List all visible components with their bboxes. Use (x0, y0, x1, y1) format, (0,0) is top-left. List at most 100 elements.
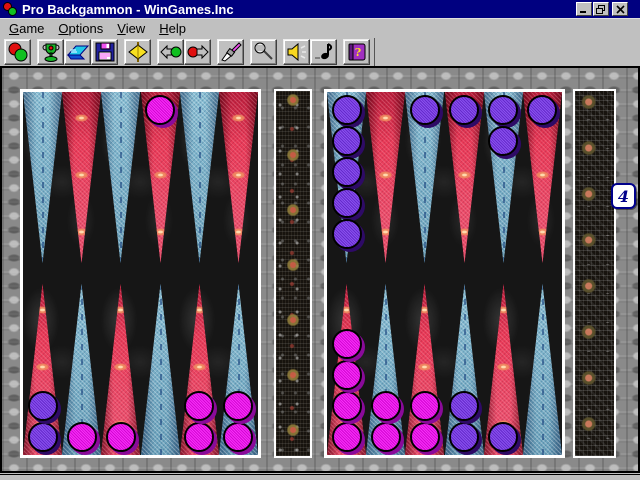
checker-purple[interactable] (331, 126, 362, 156)
restore-button[interactable] (593, 2, 609, 16)
quadrant-top_right (327, 92, 562, 270)
quadrant-top_left (23, 92, 258, 270)
menu-accel: H (159, 21, 169, 36)
minimize-icon (579, 5, 589, 14)
close-icon (615, 4, 625, 14)
checker-magenta[interactable] (105, 422, 136, 452)
checker-purple[interactable] (331, 157, 362, 187)
record-button[interactable] (250, 39, 277, 65)
scores-button[interactable] (37, 39, 64, 65)
new-game-button[interactable] (4, 39, 31, 65)
backgammon-board: 4 (0, 66, 640, 473)
redo-icon (186, 41, 210, 63)
menu-item-game[interactable]: Game (9, 21, 45, 36)
checker-purple[interactable] (27, 422, 58, 452)
point-top_left-3[interactable] (101, 92, 140, 263)
point-top_left-6[interactable] (219, 92, 258, 263)
roll-dice-button[interactable] (124, 39, 151, 65)
save-button[interactable] (91, 39, 118, 65)
speaker-icon (285, 41, 309, 63)
app-icon (3, 2, 18, 16)
quadrant-bottom_right (327, 277, 562, 455)
checker-magenta[interactable] (409, 391, 440, 421)
checker-purple[interactable] (488, 95, 519, 125)
undo-icon (159, 41, 183, 63)
menu-accel: O (58, 21, 69, 36)
checker-purple[interactable] (331, 219, 362, 249)
board-design-button[interactable] (217, 39, 244, 65)
board-left-interior (23, 92, 258, 455)
checker-magenta[interactable] (184, 422, 215, 452)
open-button[interactable] (64, 39, 91, 65)
point-top_right-2[interactable] (366, 92, 405, 263)
point-top_left-1[interactable] (23, 92, 62, 263)
music-button[interactable] (310, 39, 337, 65)
checker-magenta[interactable] (184, 391, 215, 421)
checker-magenta[interactable] (66, 422, 97, 452)
window-bottom-edge (0, 474, 640, 480)
menu-accel: G (9, 21, 20, 36)
checker-magenta[interactable] (370, 391, 401, 421)
checker-magenta[interactable] (331, 422, 362, 452)
spinner-icon (126, 41, 150, 63)
checker-magenta[interactable] (331, 360, 362, 390)
center-bar (274, 89, 312, 458)
board-left-half (20, 89, 261, 458)
green-checker-glyph (8, 7, 17, 16)
help-book-icon: ? (345, 41, 369, 63)
point-top_left-2[interactable] (62, 92, 101, 263)
toolbar: ? (0, 38, 640, 66)
checker-purple[interactable] (488, 126, 519, 156)
close-button[interactable] (612, 2, 628, 16)
checker-purple[interactable] (409, 95, 440, 125)
undo-move-button[interactable] (157, 39, 184, 65)
doubling-cube-value: 4 (617, 186, 630, 206)
board-right-half (324, 89, 565, 458)
checker-magenta[interactable] (223, 422, 254, 452)
red-checker-glyph (3, 2, 12, 11)
checker-magenta[interactable] (331, 391, 362, 421)
note-icon (312, 41, 336, 63)
open-icon (66, 41, 90, 63)
right-bar (573, 89, 616, 458)
menu-item-options[interactable]: Options (58, 21, 104, 36)
checker-purple[interactable] (449, 391, 480, 421)
menu-accel: V (117, 21, 126, 36)
quadrant-bottom_left (23, 277, 258, 455)
brush-icon (219, 41, 243, 63)
minimize-button[interactable] (576, 2, 592, 16)
redo-move-button[interactable] (184, 39, 211, 65)
checker-purple[interactable] (27, 391, 58, 421)
checker-magenta[interactable] (370, 422, 401, 452)
window-title: Pro Backgammon - WinGames.Inc (22, 2, 234, 17)
menu-item-help[interactable]: Help (159, 21, 186, 36)
trophy-icon (39, 41, 63, 63)
checkers-icon (6, 41, 30, 63)
checker-purple[interactable] (527, 95, 558, 125)
point-top_left-5[interactable] (180, 92, 219, 263)
checker-magenta[interactable] (145, 95, 176, 125)
checker-magenta[interactable] (331, 329, 362, 359)
menu-bar: Game Options View Help (0, 18, 640, 38)
microphone-icon (252, 41, 276, 63)
window-controls (576, 2, 628, 16)
point-bottom_right-6[interactable] (523, 284, 562, 455)
board-right-interior (327, 92, 562, 455)
checker-purple[interactable] (331, 95, 362, 125)
toolbar-end-separator (374, 38, 375, 66)
checker-purple[interactable] (488, 422, 519, 452)
restore-icon (596, 4, 606, 14)
title-bar: Pro Backgammon - WinGames.Inc (0, 0, 640, 18)
checker-magenta[interactable] (223, 391, 254, 421)
checker-purple[interactable] (449, 422, 480, 452)
checker-purple[interactable] (331, 188, 362, 218)
menu-item-view[interactable]: View (117, 21, 146, 36)
checker-magenta[interactable] (409, 422, 440, 452)
floppy-icon (93, 41, 117, 63)
doubling-cube[interactable]: 4 (611, 183, 636, 209)
checker-purple[interactable] (449, 95, 480, 125)
sound-button[interactable] (283, 39, 310, 65)
point-bottom_left-4[interactable] (141, 284, 180, 455)
help-contents-button[interactable]: ? (343, 39, 370, 65)
